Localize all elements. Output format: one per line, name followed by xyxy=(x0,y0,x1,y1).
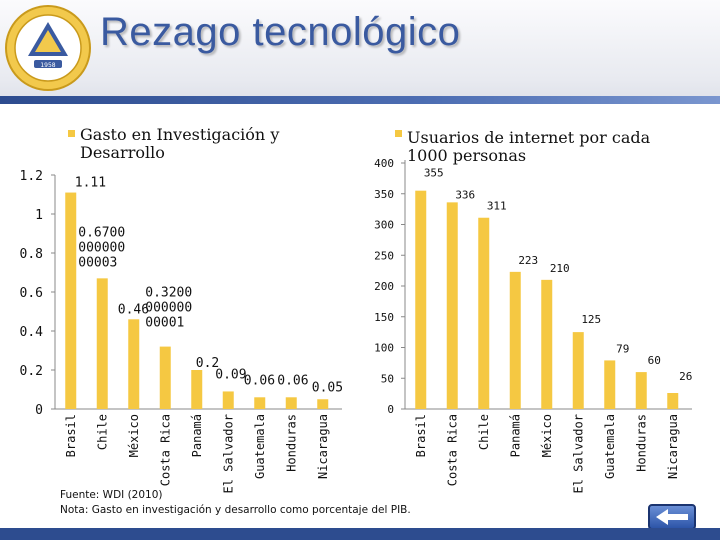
y-tick-label: 0.2 xyxy=(20,364,43,379)
category-label: Guatemala xyxy=(603,414,617,479)
header-background xyxy=(0,0,720,100)
bar xyxy=(128,319,140,409)
source-note: Fuente: WDI (2010) xyxy=(60,489,163,501)
y-tick-label: 0 xyxy=(387,403,394,416)
y-tick-label: 350 xyxy=(374,188,394,201)
y-tick-label: 1.2 xyxy=(20,169,43,184)
legend-swatch xyxy=(395,130,402,137)
data-label: 26 xyxy=(679,370,692,383)
bar xyxy=(254,397,266,409)
data-label: 0.05 xyxy=(312,380,343,395)
category-label: El Salvador xyxy=(571,414,585,493)
data-label: 0.06 xyxy=(277,373,308,388)
arrow-left-icon xyxy=(656,509,688,525)
data-label: 60 xyxy=(648,354,661,367)
category-label: Guatemala xyxy=(253,414,267,479)
category-label: Panamá xyxy=(190,414,204,457)
category-label: Honduras xyxy=(284,414,298,472)
category-label: Nicaragua xyxy=(316,414,330,479)
back-button[interactable] xyxy=(648,504,696,530)
bar xyxy=(65,192,77,409)
y-tick-label: 0.8 xyxy=(20,247,43,262)
legend-label: Usuarios de internet por cada 1000 person… xyxy=(407,128,651,165)
data-label: 0.3200 000000 00001 xyxy=(145,286,192,331)
bar xyxy=(446,202,458,409)
header-band xyxy=(0,96,720,104)
data-label: 223 xyxy=(518,254,538,267)
y-tick-label: 0.4 xyxy=(20,325,44,340)
bar xyxy=(667,393,679,409)
institution-seal: 1958 xyxy=(5,5,91,91)
category-label: Honduras xyxy=(634,414,648,472)
bar xyxy=(478,217,490,409)
seal-year: 1958 xyxy=(40,62,55,69)
bar xyxy=(541,279,553,409)
y-tick-label: 150 xyxy=(374,311,394,324)
legend-swatch xyxy=(68,130,75,137)
y-tick-label: 50 xyxy=(381,372,394,385)
bar xyxy=(635,372,647,409)
footer-bar xyxy=(0,528,720,540)
data-label: 1.11 xyxy=(75,176,106,191)
y-tick-label: 0.6 xyxy=(20,286,43,301)
y-tick-label: 400 xyxy=(374,157,394,170)
footnote: Nota: Gasto en investigación y desarroll… xyxy=(60,504,411,516)
data-label: 0.06 xyxy=(244,373,275,388)
data-label: 0.09 xyxy=(215,367,246,382)
data-label: 125 xyxy=(581,313,601,326)
bar xyxy=(159,346,171,409)
y-tick-label: 1 xyxy=(35,208,43,223)
data-label: 210 xyxy=(550,262,570,275)
legend-label: Gasto en Investigación y Desarrollo xyxy=(80,125,279,162)
bar xyxy=(415,190,427,409)
category-label: Panamá xyxy=(508,414,522,457)
data-label: 0.46 xyxy=(118,302,149,317)
data-label: 355 xyxy=(424,167,444,180)
category-label: Chile xyxy=(477,414,491,450)
category-label: Costa Rica xyxy=(158,414,172,486)
category-label: Costa Rica xyxy=(445,414,459,486)
bar xyxy=(191,370,203,409)
bar xyxy=(222,391,234,409)
category-label: Nicaragua xyxy=(666,414,680,479)
y-tick-label: 100 xyxy=(374,342,394,355)
data-label: 336 xyxy=(455,188,475,201)
bar xyxy=(509,271,521,409)
category-label: El Salvador xyxy=(221,414,235,493)
page-title: Rezago tecnológico xyxy=(100,10,461,54)
y-tick-label: 0 xyxy=(35,403,43,418)
y-tick-label: 300 xyxy=(374,219,394,232)
bar xyxy=(96,278,108,409)
category-label: Brasil xyxy=(64,414,78,457)
data-label: 311 xyxy=(487,200,507,213)
bar xyxy=(317,399,329,409)
category-label: México xyxy=(540,414,554,457)
data-label: 0.6700 000000 00003 xyxy=(78,225,125,270)
category-label: Brasil xyxy=(414,414,428,457)
category-label: Chile xyxy=(95,414,109,450)
data-label: 0.2 xyxy=(196,356,219,371)
bar xyxy=(572,332,584,409)
y-tick-label: 200 xyxy=(374,280,394,293)
y-tick-label: 250 xyxy=(374,249,394,262)
data-label: 79 xyxy=(616,342,629,355)
category-label: México xyxy=(127,414,141,457)
bar xyxy=(285,397,297,409)
bar xyxy=(604,360,616,409)
